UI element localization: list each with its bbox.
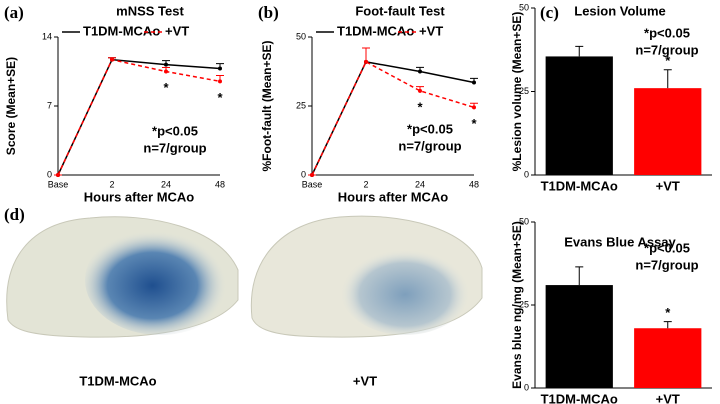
y-axis-label: Score (Mean+SE) (4, 57, 18, 155)
x-tick-label: T1DM-MCAo (541, 391, 618, 404)
series-line (311, 60, 475, 176)
annotation: *p<0.05 (644, 25, 690, 40)
annotation: n=7/group (635, 257, 698, 272)
annotation: n=7/group (398, 138, 461, 153)
x-tick-label: Base (302, 179, 323, 189)
significance: * (471, 116, 477, 131)
error-bar (575, 266, 584, 286)
photo-caption: T1DM-MCAo (79, 373, 156, 388)
point (56, 173, 60, 177)
error-bar (663, 321, 672, 329)
significance: * (417, 99, 423, 114)
point (164, 69, 168, 74)
annotation: *p<0.05 (407, 121, 453, 136)
x-tick-label: +VT (656, 391, 680, 404)
error-bar (362, 47, 370, 62)
point (364, 59, 368, 64)
error-bar (575, 45, 584, 57)
y-axis-label: %Lesion volume (Mean+SE) (510, 12, 524, 172)
y-tick-label: 0 (47, 169, 52, 179)
y-tick-label: 50 (296, 31, 306, 41)
y-tick-label: 14 (42, 31, 52, 41)
point (218, 66, 222, 71)
significance: * (665, 53, 671, 68)
x-axis-label: Hours after MCAo (338, 189, 449, 204)
panel-label: (a) (4, 3, 24, 22)
x-tick-label: 48 (215, 179, 225, 189)
annotation: n=7/group (635, 42, 698, 57)
x-tick-label: 48 (469, 179, 479, 189)
chart-title: Evans Blue Assay (564, 234, 676, 249)
error-bar (663, 69, 672, 89)
stain (340, 245, 470, 335)
annotation: n=7/group (143, 140, 206, 155)
point (472, 80, 476, 85)
annotation: *p<0.05 (644, 240, 690, 255)
y-tick-label: 50 (519, 216, 529, 226)
chart-title: mNSS Test (116, 3, 184, 18)
y-axis-label: Evans blue ng/mg (Mean+SE) (510, 221, 524, 389)
x-tick-label: 24 (415, 179, 425, 189)
bar (634, 88, 702, 175)
y-tick-label: 0 (524, 382, 529, 392)
stain (85, 225, 235, 335)
significance: * (163, 80, 169, 95)
panel-label: (b) (258, 3, 279, 22)
point (164, 62, 168, 67)
legend-label: T1DM-MCAo (337, 23, 414, 38)
significance: * (217, 90, 223, 105)
bar (545, 56, 613, 175)
point (110, 57, 114, 62)
chart-title: Foot-fault Test (355, 3, 445, 18)
annotation: *p<0.05 (152, 123, 198, 138)
point (472, 105, 476, 110)
point (310, 173, 314, 177)
y-tick-label: 0 (524, 169, 529, 179)
y-tick-label: 50 (519, 2, 529, 12)
x-tick-label: +VT (656, 178, 680, 193)
significance: * (665, 305, 671, 320)
chart-title: Lesion Volume (574, 3, 666, 18)
y-tick-label: 25 (519, 299, 529, 309)
series-line (57, 58, 221, 176)
y-axis-label: %Foot-fault (Mean+SE) (260, 40, 274, 171)
x-tick-label: 2 (109, 179, 114, 189)
legend-label: +VT (419, 23, 443, 38)
bar (634, 328, 702, 388)
point (418, 88, 422, 93)
y-tick-label: 25 (519, 86, 529, 96)
panel-label: (c) (540, 3, 559, 22)
point (218, 79, 222, 84)
point (418, 69, 422, 74)
panel-label: (d) (4, 205, 25, 224)
photo-panel: (d) T1DM-MCAo +VT (0, 205, 483, 388)
y-tick-label: 0 (301, 169, 306, 179)
bar (545, 285, 613, 388)
x-tick-label: 24 (161, 179, 171, 189)
y-tick-label: 25 (296, 100, 306, 110)
legend-label: +VT (165, 23, 189, 38)
x-tick-label: Base (48, 179, 69, 189)
x-tick-label: T1DM-MCAo (541, 178, 618, 193)
legend-label: T1DM-MCAo (83, 23, 160, 38)
series-line (311, 61, 475, 176)
x-axis-label: Hours after MCAo (84, 189, 195, 204)
y-tick-label: 7 (47, 100, 52, 110)
photo-caption: +VT (353, 373, 377, 388)
x-tick-label: 2 (363, 179, 368, 189)
